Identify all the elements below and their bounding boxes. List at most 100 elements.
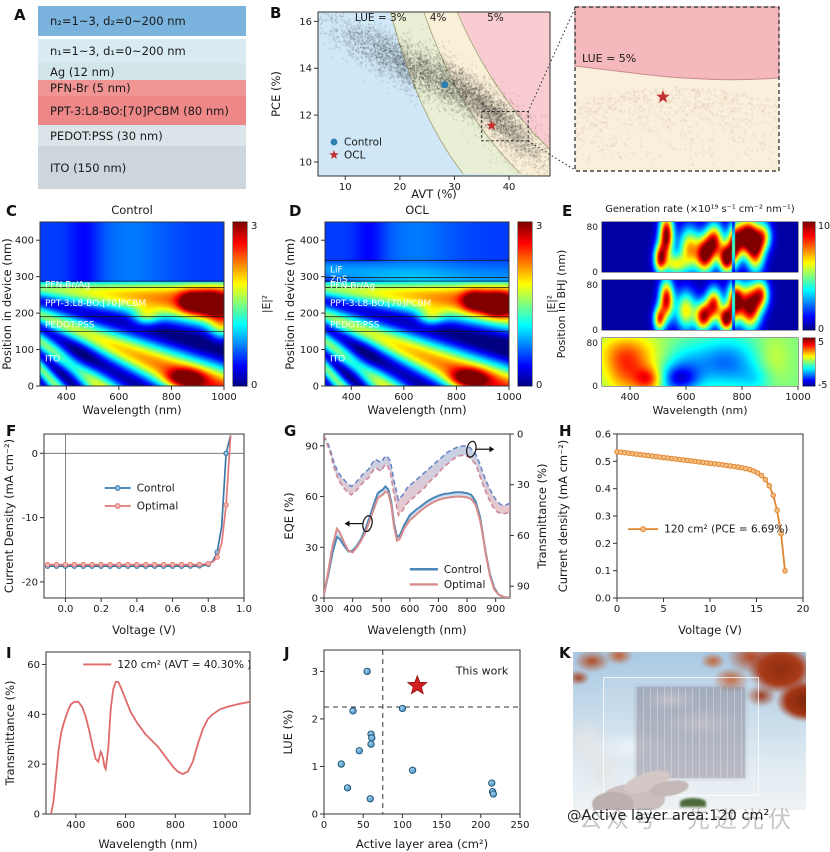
svg-text:Optimal: Optimal	[444, 579, 486, 591]
panel-i: I 400 600 800 1000 0 20 40 60 Wavelength (nm) Tra…	[0, 642, 280, 852]
svg-text:5: 5	[818, 337, 824, 348]
svg-text:0.5: 0.5	[595, 457, 611, 468]
svg-text:0.4: 0.4	[129, 604, 145, 615]
svg-text:Position in device (nm): Position in device (nm)	[0, 238, 14, 369]
panel-letter-d: D	[289, 202, 302, 220]
svg-text:0: 0	[312, 594, 318, 605]
colorbar	[803, 338, 815, 386]
svg-text:0.0: 0.0	[595, 594, 611, 605]
svg-text:Wavelength (nm): Wavelength (nm)	[82, 403, 181, 417]
svg-text:200: 200	[300, 309, 319, 320]
efield-axes: 400 600 800 1000 0 100 200 300 400 Wavelength (nm…	[0, 203, 273, 417]
panel-b-inset: LUE = 5%	[562, 0, 830, 202]
gloved-hand	[591, 763, 697, 810]
svg-text:Generation rate (×10¹⁹ s⁻¹ cm⁻: Generation rate (×10¹⁹ s⁻¹ cm⁻² nm⁻¹)	[605, 204, 794, 215]
maple-leaves-left	[573, 652, 655, 697]
panel-letter-b: B	[270, 4, 282, 22]
svg-text:250: 250	[510, 820, 529, 831]
efield-heatmap	[40, 222, 224, 386]
efield-axes: 400 600 800 1000 0 100 200 300 400 Wavelength (nm…	[283, 203, 558, 417]
panel-c: C 400 600 800 1000 0 100 200 300 400 Wavelength (…	[0, 200, 285, 418]
svg-text:120 cm² (AVT = 40.30% ): 120 cm² (AVT = 40.30% )	[117, 659, 251, 671]
panel-letter-f: F	[6, 422, 17, 440]
svg-text:400: 400	[15, 236, 34, 247]
panel-g: G 300 400 500 600 700 800 900 0 30 60 90 Wavelength…	[278, 420, 565, 642]
svg-text:1000: 1000	[211, 392, 236, 403]
svg-text:Control: Control	[137, 483, 175, 495]
photo-caption: @Active layer area:120 cm²	[567, 808, 770, 824]
svg-text:0: 0	[313, 382, 319, 393]
svg-text:60: 60	[27, 660, 40, 671]
transmittance-plot: 400 600 800 1000 0 20 40 60 Wavelength (nm) Trans…	[3, 651, 251, 851]
svg-text:0.4: 0.4	[595, 484, 611, 495]
svg-text:800: 800	[162, 392, 181, 403]
svg-text:OCL: OCL	[405, 203, 429, 217]
svg-text:EQE (%): EQE (%)	[282, 492, 296, 539]
svg-text:Current Density (mA cm⁻²): Current Density (mA cm⁻²)	[2, 439, 16, 593]
svg-text:16: 16	[299, 17, 312, 28]
svg-text:400: 400	[300, 236, 319, 247]
svg-text:90: 90	[305, 441, 318, 452]
svg-text:200: 200	[471, 820, 490, 831]
svg-text:ITO: ITO	[45, 355, 60, 365]
stack-layer: n₂=1~3, d₂=0~200 nm	[38, 6, 246, 36]
svg-text:0.2: 0.2	[595, 539, 611, 550]
svg-text:Transmittance (%): Transmittance (%)	[535, 463, 549, 569]
watermark-text: 公众号－先进光伏	[579, 807, 795, 833]
svg-text:5: 5	[660, 604, 666, 615]
svg-text:Wavelength (nm): Wavelength (nm)	[652, 404, 747, 417]
panel-letter-c: C	[6, 202, 18, 220]
svg-text:Position in device (nm): Position in device (nm)	[283, 238, 297, 369]
distant-tree	[680, 797, 707, 807]
svg-text:0: 0	[517, 430, 523, 441]
panel-letter-i: I	[6, 644, 12, 662]
svg-text:0: 0	[592, 268, 598, 278]
svg-text:PEDOT:PSS: PEDOT:PSS	[330, 320, 380, 330]
svg-text:-5: -5	[818, 380, 827, 391]
jv-large-plot: 0 5 10 15 20 0.0 0.1 0.2 0.3 0.4 0.5 0.6 Voltage (V)…	[556, 430, 809, 638]
svg-text:10: 10	[339, 182, 352, 193]
svg-text:Current density (mA cm⁻²): Current density (mA cm⁻²)	[556, 440, 570, 593]
panel-letter-h: H	[559, 422, 572, 440]
svg-text:OCL: OCL	[344, 149, 366, 161]
stack-layer: PFN-Br (5 nm)	[38, 80, 246, 96]
efield-colorbar	[518, 222, 532, 386]
svg-text:Wavelength (nm): Wavelength (nm)	[367, 403, 466, 417]
svg-text:300: 300	[300, 272, 319, 283]
svg-text:600: 600	[676, 392, 695, 403]
svg-text:PCE (%): PCE (%)	[269, 71, 283, 117]
device-photo	[573, 652, 806, 810]
svg-text:PEDOT:PSS: PEDOT:PSS	[45, 320, 95, 330]
svg-text:Wavelength (nm): Wavelength (nm)	[98, 837, 197, 851]
svg-text:PPT-3:L8-BO:[70]PCBM: PPT-3:L8-BO:[70]PCBM	[330, 299, 431, 309]
svg-text:200: 200	[15, 309, 34, 320]
svg-text:0: 0	[34, 810, 40, 821]
svg-text:20: 20	[394, 182, 407, 193]
svg-text:40: 40	[27, 710, 40, 721]
svg-text:400: 400	[66, 820, 85, 831]
svg-text:0.0: 0.0	[57, 604, 73, 615]
svg-text:60: 60	[305, 492, 318, 503]
svg-text:0.2: 0.2	[93, 604, 109, 615]
svg-text:0.8: 0.8	[200, 604, 216, 615]
svg-text:Wavelength (nm): Wavelength (nm)	[367, 623, 466, 637]
panel-f: F 0.0 0.2 0.4 0.6 0.8 1.0 0 -10 -20 Voltage (V) Cu…	[0, 420, 280, 642]
svg-text:10: 10	[818, 221, 830, 232]
svg-text:0: 0	[614, 604, 620, 615]
svg-text:12: 12	[299, 111, 312, 122]
svg-text:Voltage (V): Voltage (V)	[678, 623, 742, 637]
svg-text:0: 0	[251, 380, 257, 391]
svg-text:800: 800	[166, 820, 185, 831]
svg-text:400: 400	[343, 604, 362, 615]
svg-text:80: 80	[587, 223, 599, 233]
panel-d: D 400 600 800 1000 0 100 200 300 400 Wavelength (…	[283, 200, 570, 418]
svg-text:|E|²: |E|²	[261, 295, 273, 313]
maple-leaves-right	[668, 652, 806, 743]
generation-heat-strip	[602, 222, 798, 272]
svg-text:3: 3	[312, 667, 318, 678]
generation-rate-axes: Generation rate (×10¹⁹ s⁻¹ cm⁻² nm⁻¹) 80 0…	[556, 204, 830, 417]
svg-text:0: 0	[32, 449, 38, 460]
